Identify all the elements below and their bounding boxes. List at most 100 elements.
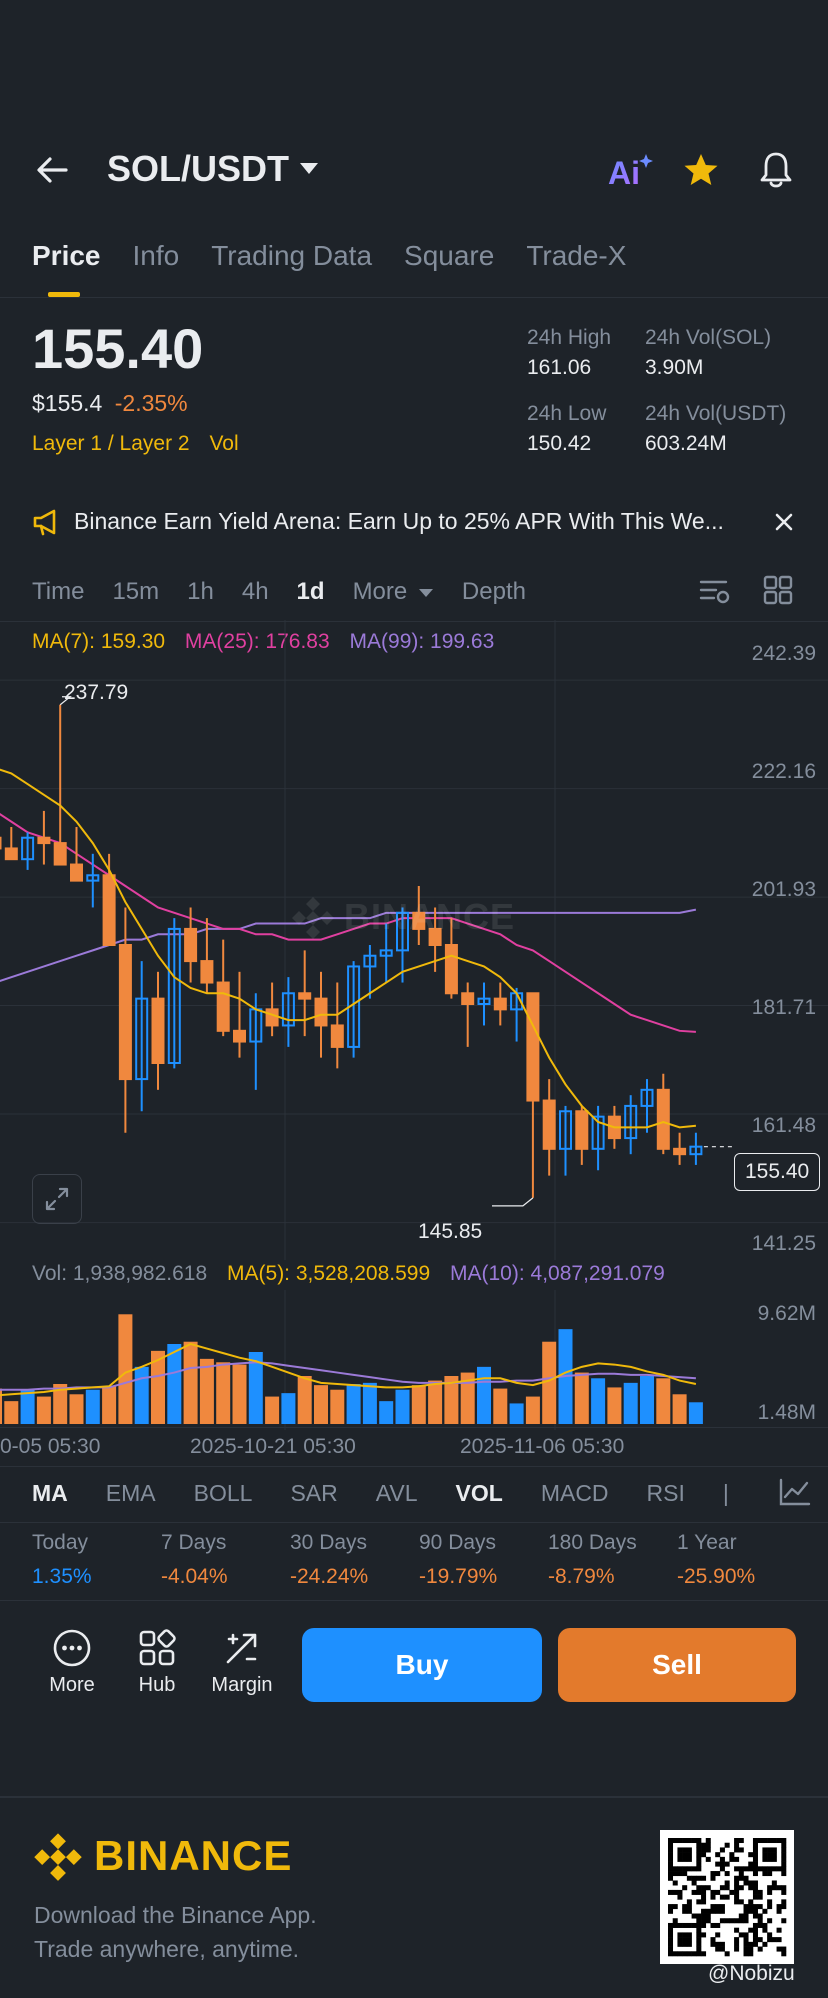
ai-icon[interactable]: Ai	[606, 150, 654, 190]
margin-action[interactable]: Margin	[202, 1628, 282, 1697]
candle	[526, 992, 540, 1102]
candle	[216, 981, 230, 1032]
qr-module	[701, 1889, 707, 1895]
tab-square[interactable]: Square	[404, 240, 495, 271]
bell-icon[interactable]	[758, 150, 794, 190]
tab-price[interactable]: Price	[32, 240, 101, 271]
watermark-logo: BINANCE	[290, 894, 515, 940]
star-icon[interactable]	[682, 152, 720, 188]
candle	[591, 1115, 605, 1150]
qr-module	[738, 1838, 744, 1844]
indicator-ema[interactable]: EMA	[105, 1480, 156, 1506]
buy-button[interactable]: Buy	[302, 1628, 542, 1702]
timeframe-1h[interactable]: 1h	[187, 578, 214, 605]
indicator-more[interactable]: |	[722, 1480, 729, 1506]
candlestick-chart[interactable]	[0, 620, 828, 1260]
candle	[477, 997, 491, 1005]
stat-low-label: 24h Low	[527, 402, 607, 425]
qr-module	[719, 1847, 725, 1853]
candle	[53, 842, 67, 866]
qr-module	[767, 1899, 773, 1905]
qr-module	[752, 1852, 758, 1858]
candle	[493, 997, 507, 1011]
qr-module	[715, 1871, 721, 1877]
fullscreen-button[interactable]	[32, 1174, 82, 1224]
timeframe-more[interactable]: More	[353, 578, 434, 605]
qr-module	[715, 1852, 721, 1858]
qr-module	[705, 1908, 711, 1914]
qr-module	[696, 1885, 702, 1891]
tag-vol[interactable]: Vol	[209, 432, 239, 455]
indicator-vol[interactable]: VOL	[455, 1480, 503, 1506]
qr-module	[691, 1889, 697, 1895]
perf-180d[interactable]: 180 Days -8.79%	[548, 1531, 673, 1589]
qr-module	[715, 1904, 721, 1910]
hub-icon	[139, 1629, 176, 1666]
stat-low: 24h Low 150.42	[527, 402, 606, 456]
indicator-settings-icon[interactable]	[778, 1477, 812, 1507]
qr-module	[724, 1880, 730, 1886]
qr-module	[743, 1875, 749, 1881]
qr-module	[677, 1894, 683, 1900]
perf-value: 1.35%	[32, 1565, 92, 1588]
qr-module	[752, 1922, 758, 1928]
tab-trading-data[interactable]: Trading Data	[211, 240, 373, 271]
timeframe-15m[interactable]: 15m	[112, 578, 160, 605]
perf-7d[interactable]: 7 Days -4.04%	[161, 1531, 286, 1589]
tab-trade-x[interactable]: Trade-X	[526, 240, 627, 271]
perf-30d[interactable]: 30 Days -24.24%	[290, 1531, 415, 1589]
qr-module	[686, 1937, 692, 1943]
indicator-rsi[interactable]: RSI	[646, 1480, 685, 1506]
chart-settings-icon[interactable]	[698, 576, 732, 606]
hub-action[interactable]: Hub	[117, 1628, 197, 1697]
qr-module	[752, 1847, 758, 1853]
sell-button[interactable]: Sell	[558, 1628, 796, 1702]
qr-module	[771, 1838, 777, 1844]
chevron-down-icon[interactable]	[298, 160, 320, 176]
perf-1y[interactable]: 1 Year -25.90%	[677, 1531, 802, 1589]
announcement-text[interactable]: Binance Earn Yield Arena: Earn Up to 25%…	[74, 508, 724, 534]
qr-module	[762, 1856, 768, 1862]
footer-line-1: Download the Binance App.	[34, 1902, 317, 1928]
indicator-boll[interactable]: BOLL	[193, 1480, 253, 1506]
stat-vol-base-label: 24h Vol(SOL)	[645, 326, 772, 349]
timeframe-4h[interactable]: 4h	[241, 578, 269, 605]
tab-info[interactable]: Info	[132, 240, 180, 271]
indicator-macd[interactable]: MACD	[540, 1480, 609, 1506]
perf-90d[interactable]: 90 Days -19.79%	[419, 1531, 544, 1589]
qr-module	[743, 1937, 749, 1943]
timeframe-depth[interactable]: Depth	[461, 578, 526, 605]
qr-module	[748, 1899, 754, 1905]
margin-icon	[226, 1633, 257, 1664]
current-price-tag[interactable]: 155.40	[734, 1153, 821, 1191]
timeframe-time[interactable]: Time	[32, 578, 85, 605]
qr-module	[743, 1880, 749, 1886]
pair-title[interactable]: SOL/USDT	[107, 148, 290, 189]
qr-module	[719, 1904, 725, 1910]
qr-module	[743, 1946, 749, 1952]
qr-module	[701, 1918, 707, 1924]
qr-module	[757, 1918, 763, 1924]
back-arrow-icon[interactable]	[34, 152, 70, 188]
candle	[118, 944, 132, 1081]
qr-module	[776, 1946, 782, 1952]
perf-today[interactable]: Today 1.35%	[32, 1531, 157, 1589]
qr-module	[710, 1875, 716, 1881]
indicator-avl[interactable]: AVL	[375, 1480, 418, 1506]
tag-layer[interactable]: Layer 1 / Layer 2	[32, 432, 190, 455]
volume-chart[interactable]	[0, 1290, 828, 1430]
volume-bar	[199, 1358, 214, 1424]
qr-module	[748, 1946, 754, 1952]
indicator-ma[interactable]: MA	[32, 1480, 68, 1506]
volume-bar	[4, 1401, 19, 1424]
volume-bar	[591, 1378, 606, 1424]
indicator-sar[interactable]: SAR	[290, 1480, 338, 1506]
grid-layout-icon[interactable]	[762, 574, 794, 606]
qr-module	[734, 1899, 740, 1905]
timeframe-1d[interactable]: 1d	[296, 578, 325, 605]
qr-module	[743, 1941, 749, 1947]
close-icon[interactable]	[774, 512, 794, 532]
more-action[interactable]: More	[32, 1628, 112, 1697]
perf-label: 90 Days	[419, 1531, 497, 1554]
qr-module	[691, 1880, 697, 1886]
